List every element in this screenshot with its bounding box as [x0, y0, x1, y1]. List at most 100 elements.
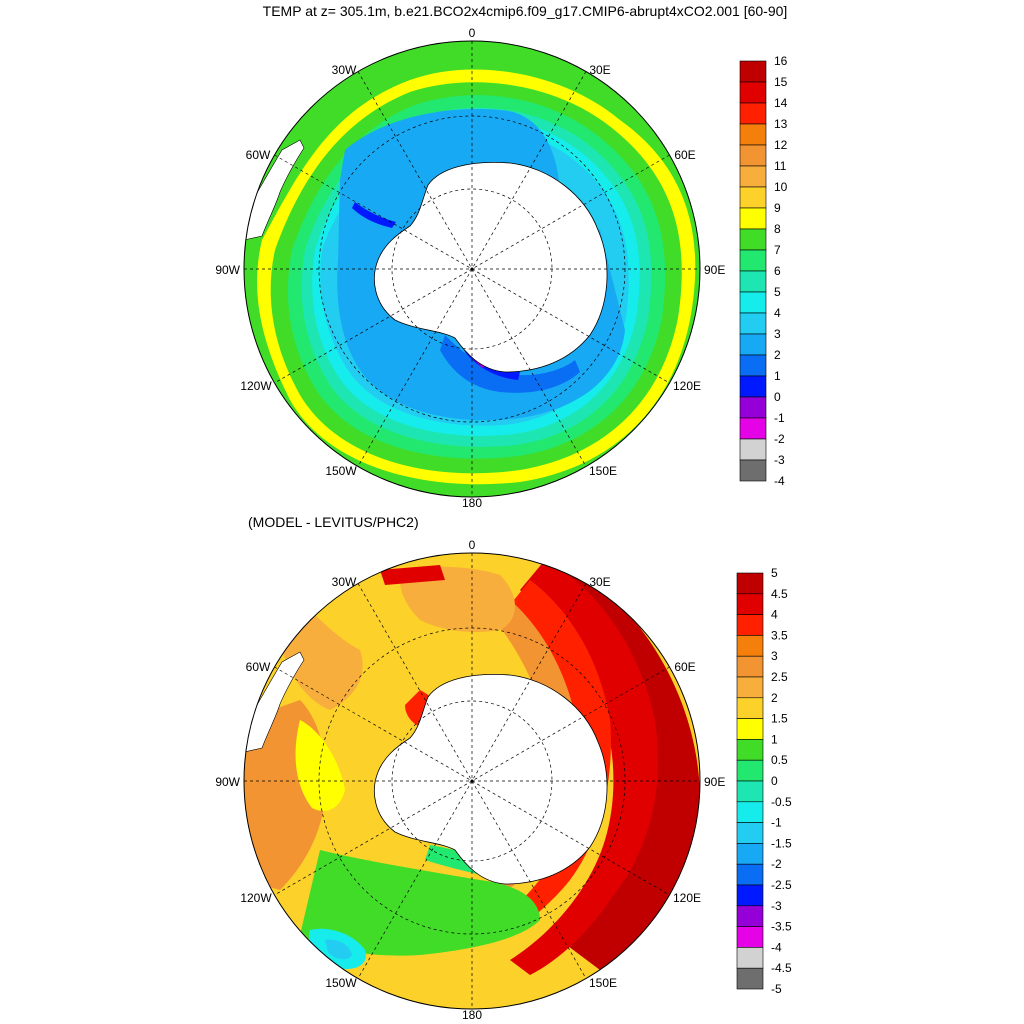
cb-model-label-9: 7 [774, 243, 781, 257]
antarctica-landmass [374, 162, 608, 373]
cb-model-swatch-18 [739, 438, 767, 461]
cb-model-label-4: 12 [774, 138, 788, 152]
lon-label-90E-diff: 90E [704, 775, 725, 789]
cb-model-swatch-14 [739, 354, 767, 377]
cb-model-swatch-7 [739, 207, 767, 230]
diff-band-2-north [399, 566, 515, 632]
lon-label-90W: 90W [215, 263, 240, 277]
cb-diff-label-13: -1.5 [771, 836, 792, 850]
cb-diff-swatch-19 [736, 967, 764, 990]
cb-diff-swatch-14 [736, 863, 764, 886]
cb-diff-label-12: -1 [771, 816, 782, 830]
figure-title: TEMP at z= 305.1m, b.e21.BCO2x4cmip6.f09… [263, 3, 788, 19]
cb-model-swatch-15 [739, 375, 767, 398]
south-pole-marker [470, 267, 474, 271]
map-boundary-diff [243, 552, 701, 1010]
cb-diff-label-6: 2 [771, 691, 778, 705]
cb-diff-swatch-3 [736, 635, 764, 657]
cb-model-label-19: -3 [774, 453, 785, 467]
cb-model-label-20: -4 [774, 474, 785, 488]
lon-label-120W: 120W [240, 379, 272, 393]
cb-model-label-14: 2 [774, 348, 781, 362]
cb-diff-swatch-13 [736, 843, 764, 865]
cb-diff-label-10: 0 [771, 774, 778, 788]
lon-label-30E-diff: 30E [589, 575, 610, 589]
cb-diff-swatch-17 [736, 926, 764, 948]
cb-diff-swatch-2 [736, 614, 764, 636]
cb-diff-label-1: 4.5 [771, 587, 788, 601]
cb-diff-label-7: 1.5 [771, 712, 788, 726]
lon-label-120E: 120E [673, 379, 701, 393]
cb-model-swatch-9 [739, 249, 767, 272]
diff-band-5-east [560, 560, 700, 970]
cb-diff-label-5: 2.5 [771, 670, 788, 684]
cb-model-label-0: 16 [774, 54, 788, 68]
cb-diff-swatch-9 [736, 759, 764, 782]
cb-diff-swatch-15 [736, 884, 764, 907]
temperature-difference-map: 0 30E 60E 90E 120E 150E 180 150W 120W 90… [215, 538, 725, 1022]
cb-model-swatch-13 [739, 333, 767, 356]
cb-diff-label-11: -0.5 [771, 795, 792, 809]
cb-model-label-5: 11 [774, 159, 787, 173]
cb-model-swatch-11 [739, 291, 767, 314]
south-america-tip-diff [244, 651, 305, 753]
lon-label-30W-diff: 30W [332, 575, 357, 589]
lon-label-90W-diff: 90W [215, 775, 240, 789]
cb-diff-label-2: 4 [771, 608, 778, 622]
lon-label-60W: 60W [246, 148, 271, 162]
cb-diff-swatch-0 [736, 572, 764, 595]
lon-label-0: 0 [469, 26, 476, 40]
cb-diff-swatch-10 [736, 780, 764, 803]
lon-label-30W: 30W [332, 63, 357, 77]
cb-diff-label-15: -2.5 [771, 878, 792, 892]
colorbar-difference: 5 4.5 4 3.5 3 2.5 2 1.5 1 0.5 0 -0.5 -1 -1.5 -2 -2.5 -3 -… [736, 566, 792, 996]
cb-model-label-2: 14 [774, 96, 788, 110]
lon-label-150W: 150W [325, 464, 357, 478]
diff-band-1-south [300, 850, 540, 956]
cb-diff-label-20: -5 [771, 982, 782, 996]
cb-diff-swatch-5 [736, 676, 764, 699]
cb-diff-swatch-18 [736, 947, 764, 969]
diff-band-4p5 [510, 560, 658, 975]
ocean-cold-patch [352, 202, 396, 228]
cb-diff-label-9: 0.5 [771, 753, 788, 767]
lon-label-90E: 90E [704, 263, 725, 277]
lon-label-150W-diff: 150W [325, 976, 357, 990]
cb-model-swatch-19 [739, 459, 767, 482]
cb-diff-swatch-11 [736, 801, 764, 823]
antarctica-landmass-diff [374, 674, 608, 885]
cb-model-label-6: 10 [774, 180, 788, 194]
ocean-band-1C [440, 335, 580, 393]
cb-diff-label-14: -2 [771, 857, 782, 871]
cb-model-label-13: 3 [774, 327, 781, 341]
lon-label-150E-diff: 150E [589, 976, 617, 990]
cb-model-swatch-16 [739, 396, 767, 419]
model-temperature-map: 0 30E 60E 90E 120E 150E 180 150W 120W 90… [215, 26, 725, 510]
cb-diff-label-8: 1 [771, 732, 778, 746]
cb-diff-label-3: 3.5 [771, 628, 788, 642]
lon-label-180: 180 [462, 496, 482, 510]
cb-model-label-7: 9 [774, 201, 781, 215]
cb-model-label-17: -1 [774, 411, 785, 425]
cb-model-swatch-17 [739, 417, 767, 440]
cb-diff-swatch-6 [736, 697, 764, 719]
cb-model-swatch-12 [739, 312, 767, 335]
lon-label-0-diff: 0 [469, 538, 476, 552]
cb-model-label-18: -2 [774, 432, 785, 446]
cb-model-label-11: 5 [774, 285, 781, 299]
cb-model-swatch-2 [739, 102, 767, 125]
cb-model-label-15: 1 [774, 369, 781, 383]
cb-diff-swatch-1 [736, 593, 764, 615]
cb-model-swatch-10 [739, 270, 767, 293]
cb-model-swatch-3 [739, 123, 767, 146]
lon-label-60E-diff: 60E [674, 660, 695, 674]
cb-model-swatch-1 [739, 81, 767, 104]
cb-diff-swatch-8 [736, 739, 764, 761]
cb-diff-label-17: -3.5 [771, 920, 792, 934]
cb-diff-label-4: 3 [771, 649, 778, 663]
cb-diff-swatch-12 [736, 822, 764, 844]
lon-label-60E: 60E [674, 148, 695, 162]
diff-band-4p5-north [380, 565, 445, 585]
